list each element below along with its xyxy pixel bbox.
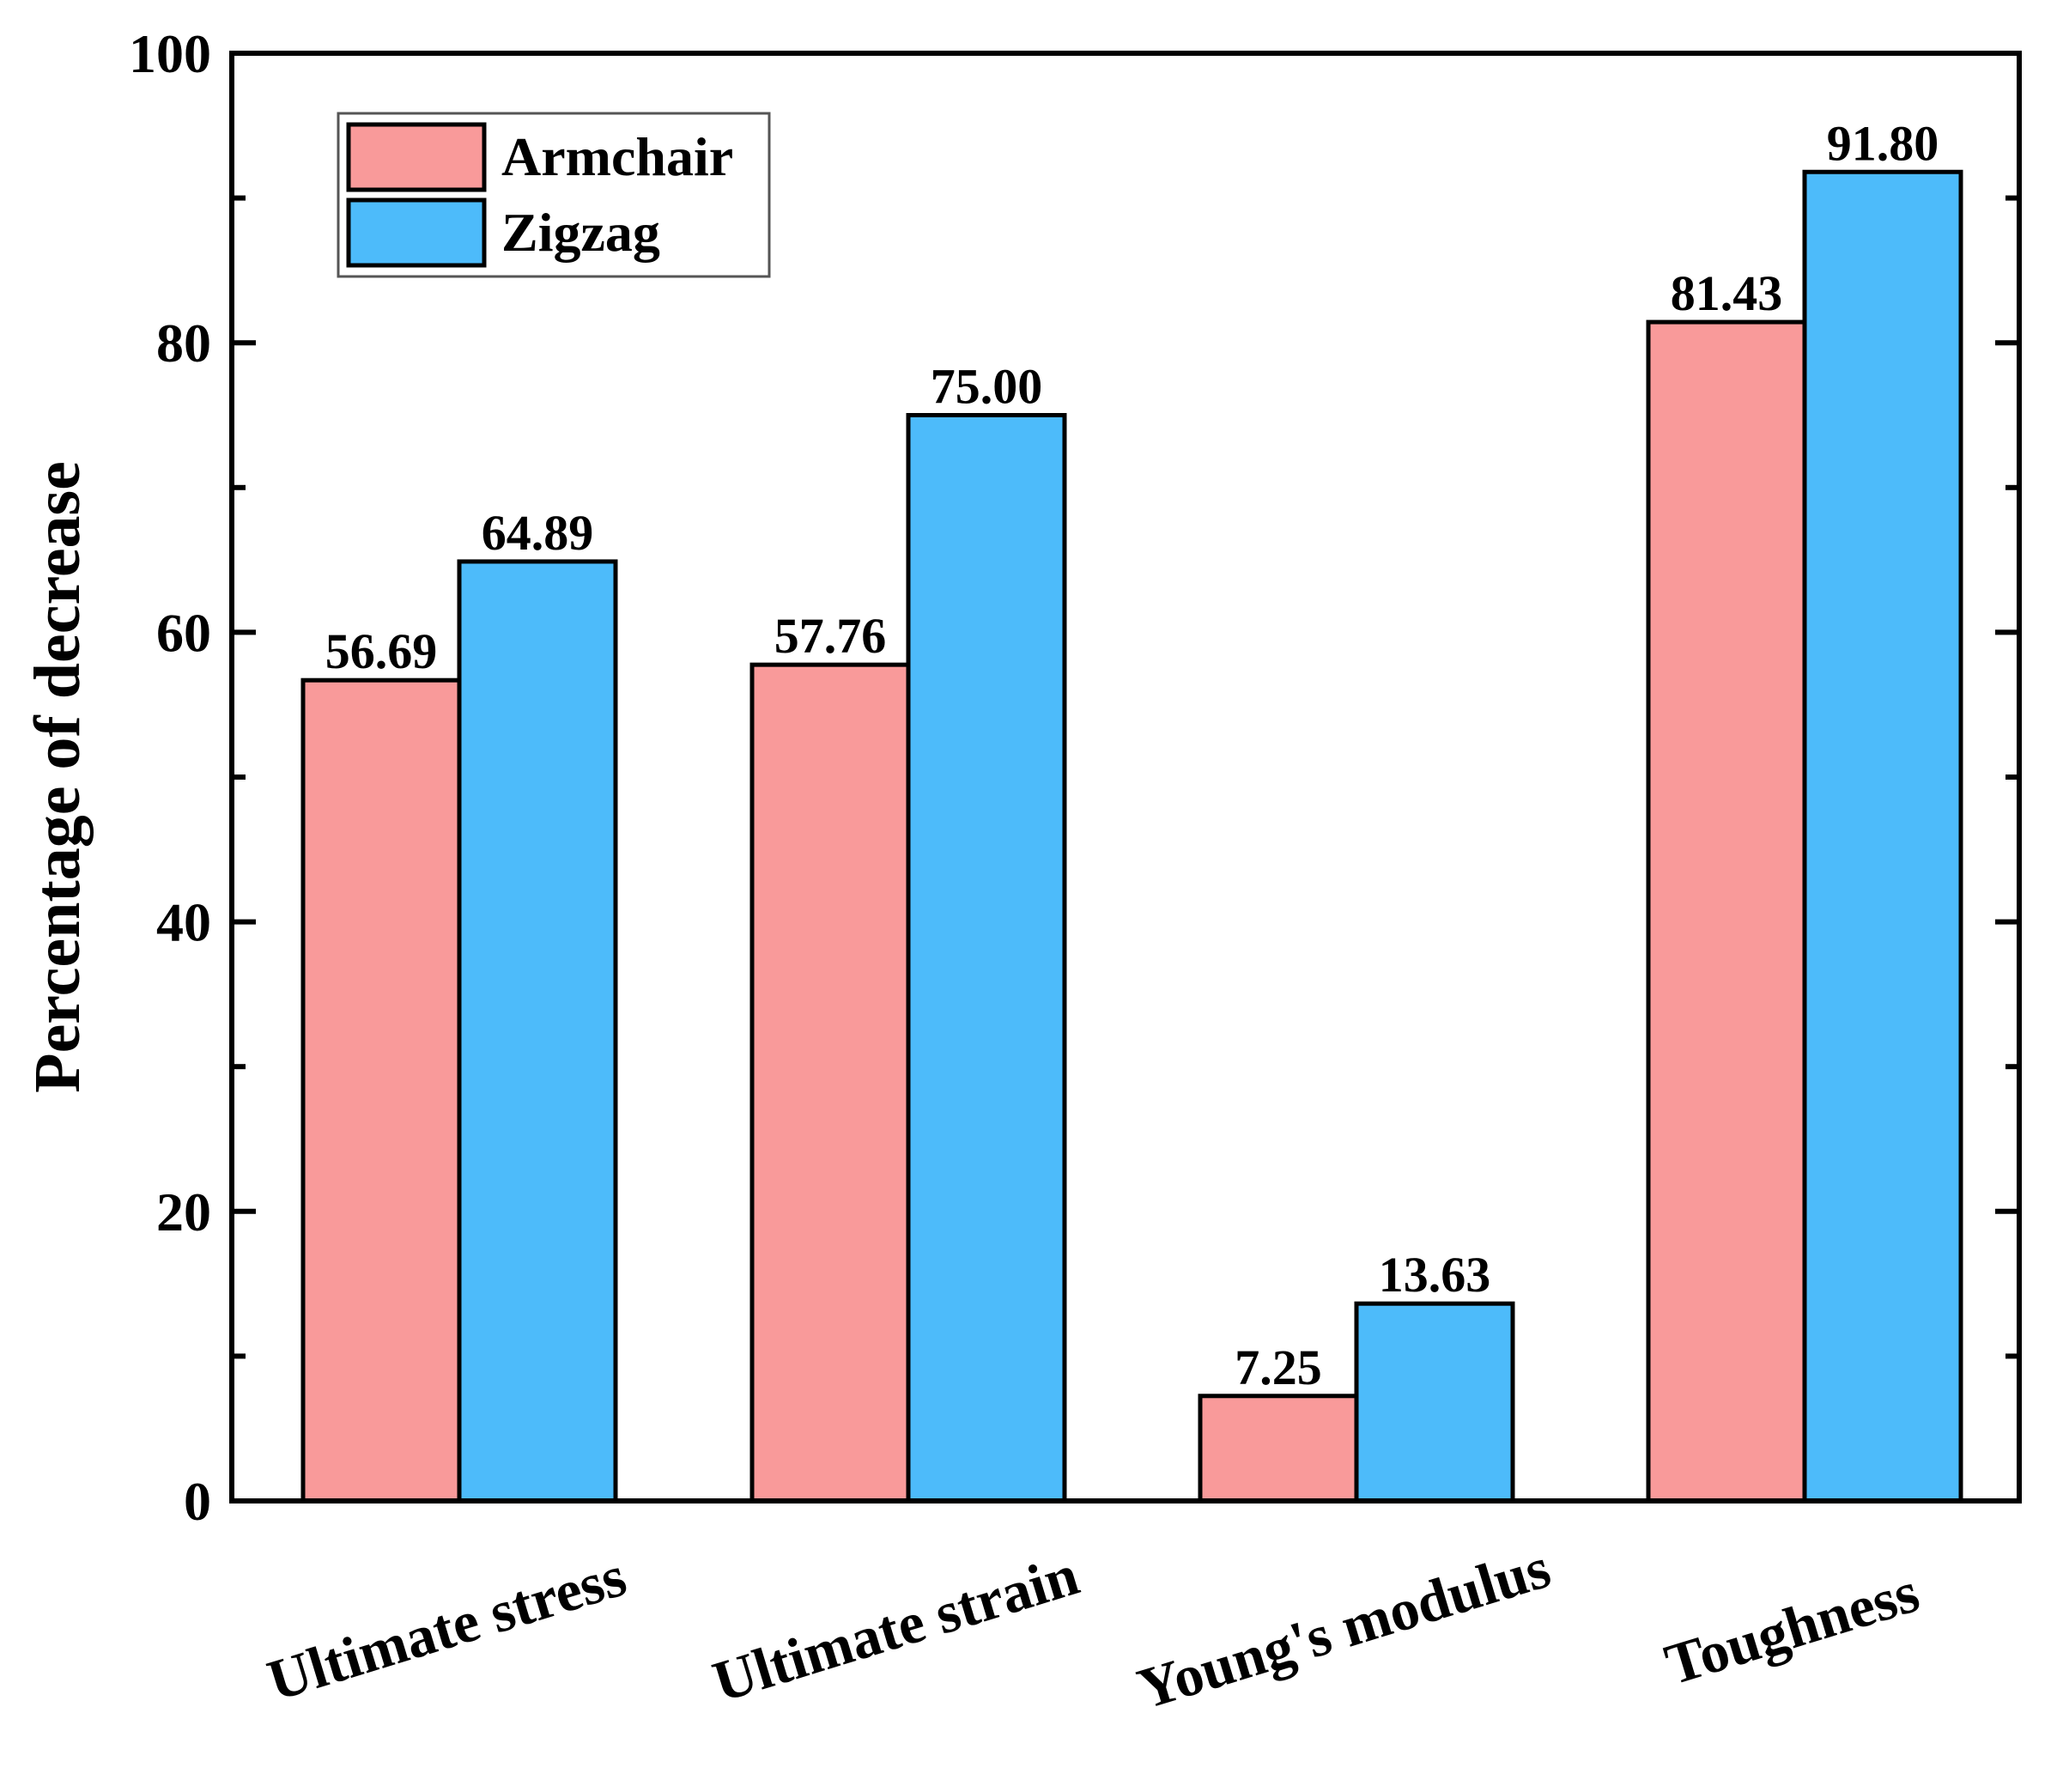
data-label-zigzag-3: 91.80 bbox=[1827, 115, 1939, 171]
plot-frame bbox=[229, 51, 2022, 1503]
value-labels: 56.69 64.89 57.76 75.00 7.25 13.63 81.43 91.80 bbox=[325, 115, 1939, 1395]
data-label-zigzag-0: 64.89 bbox=[482, 505, 594, 561]
y-axis-ticks: 0 20 40 60 80 100 bbox=[129, 23, 2019, 1532]
y-tick-label: 80 bbox=[156, 313, 211, 374]
legend: Armchair Zigzag bbox=[337, 112, 771, 278]
bar-zigzag-2 bbox=[1354, 1301, 1515, 1503]
data-label-armchair-3: 81.43 bbox=[1671, 265, 1783, 321]
y-tick-label: 40 bbox=[156, 892, 211, 953]
data-label-armchair-2: 7.25 bbox=[1235, 1339, 1322, 1395]
bar-zigzag-0 bbox=[457, 559, 618, 1503]
y-axis-title: Percentage of decrease bbox=[21, 461, 94, 1093]
x-category-label: Young's modulus bbox=[1131, 1534, 1558, 1722]
data-label-armchair-1: 57.76 bbox=[774, 608, 887, 664]
x-axis-category-labels: Ultimate stress Ultimate strain Young's mo… bbox=[260, 1534, 1927, 1722]
x-category-label: Ultimate stress bbox=[260, 1543, 634, 1714]
y-tick-label: 0 bbox=[184, 1471, 211, 1532]
legend-label-zigzag: Zigzag bbox=[501, 202, 660, 263]
bar-armchair-1 bbox=[749, 662, 911, 1503]
bar-armchair-3 bbox=[1646, 319, 1807, 1503]
y-tick-label: 20 bbox=[156, 1182, 211, 1242]
y-tick-label: 100 bbox=[129, 23, 211, 84]
bar-zigzag-3 bbox=[1802, 169, 1963, 1503]
bar-zigzag-1 bbox=[906, 413, 1067, 1503]
bar-armchair-0 bbox=[300, 677, 462, 1503]
data-label-zigzag-1: 75.00 bbox=[931, 359, 1043, 415]
legend-label-armchair: Armchair bbox=[501, 126, 733, 187]
data-label-armchair-0: 56.69 bbox=[325, 623, 438, 679]
bars bbox=[300, 169, 1963, 1503]
x-category-label: Ultimate strain bbox=[706, 1541, 1086, 1714]
legend-swatch-zigzag bbox=[346, 197, 487, 268]
data-label-zigzag-2: 13.63 bbox=[1379, 1247, 1491, 1303]
legend-swatch-armchair bbox=[346, 122, 487, 192]
y-tick-label: 60 bbox=[156, 602, 211, 663]
x-category-label: Toughness bbox=[1658, 1558, 1927, 1697]
bar-armchair-2 bbox=[1198, 1394, 1359, 1503]
